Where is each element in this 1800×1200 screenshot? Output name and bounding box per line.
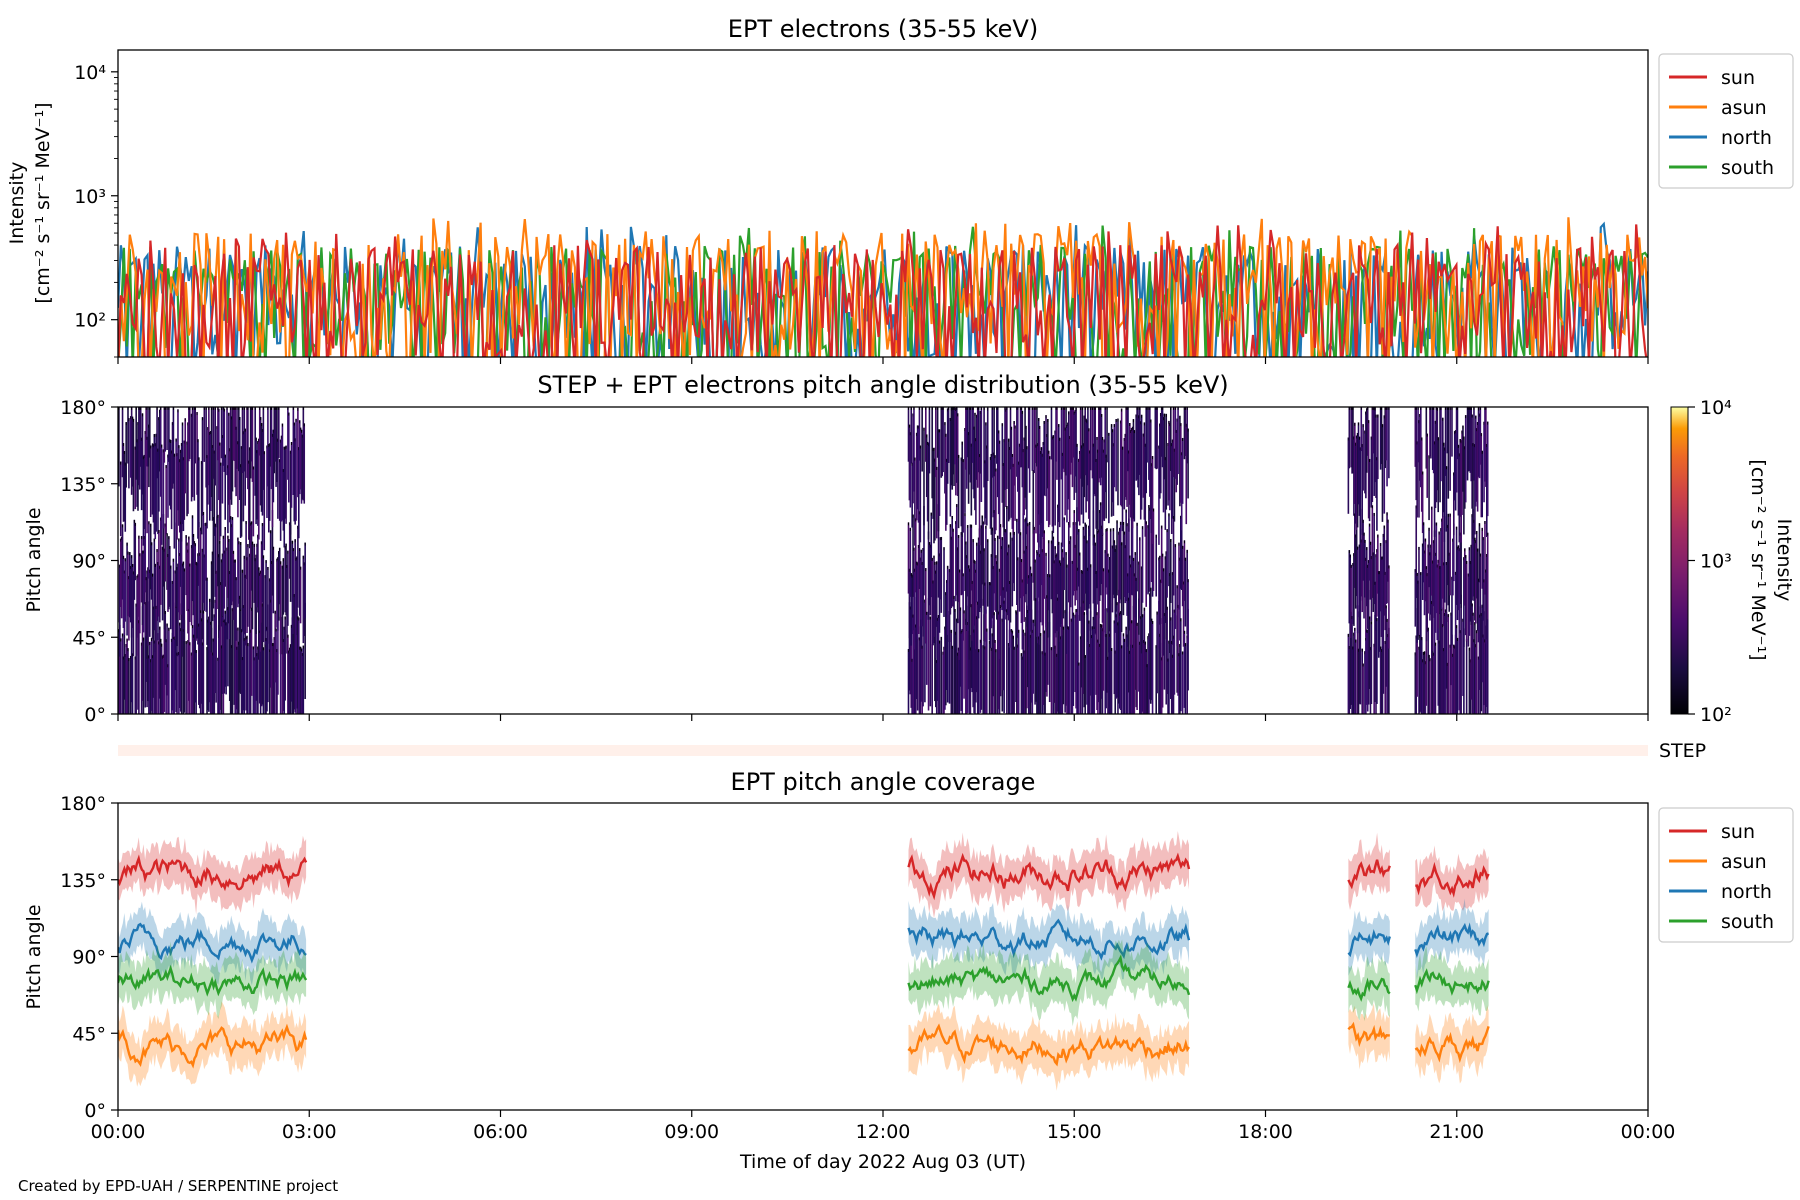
y-tick-label: 10² [74,310,106,332]
coverage-line-asun [907,1023,1190,1067]
x-tick-label: 15:00 [1047,1121,1102,1143]
pad-heatmap [118,407,1489,714]
coverage-line-north [1414,922,1490,959]
coverage-axes: 0° 45° 90° 135° 180° 00:00 03:00 06:00 09:00 12:0… [60,793,1675,1143]
y-tick-label: 45° [72,627,106,649]
coverage-panel: EPT pitch angle coverage 0° 45° 90° 135° 180… [23,768,1794,1173]
intensity-ylabel-units: [cm⁻² s⁻¹ sr⁻¹ MeV⁻¹] [32,102,54,303]
legend-box [1658,53,1794,189]
pad-ylabel: Pitch angle [23,507,45,612]
colorbar-tick-label: 10³ [1700,551,1732,573]
coverage-panel-title: EPT pitch angle coverage [731,768,1036,796]
coverage-line-asun [1347,1021,1390,1048]
y-tick-label: 135° [60,870,106,892]
coverage-line-south [1414,968,1490,996]
coverage-ylabel: Pitch angle [23,904,45,1009]
coverage-line-south [907,954,1191,1003]
coverage-line-sun [1347,859,1391,890]
y-tick-label: 180° [60,793,106,815]
intensity-axes: 10² 10³ 10⁴ [74,49,1649,364]
coverage-band-north [1348,910,1390,976]
colorbar-tick-label: 10² [1700,704,1732,726]
legend-label-south: south [1721,911,1774,933]
coverage-legend: sun asun north south [1658,807,1794,943]
coverage-line-sun [907,852,1191,901]
x-tick-label: 00:00 [91,1121,146,1143]
intensity-panel: EPT electrons (35-55 keV) 10² 10³ 10⁴ Inte… [6,15,1794,364]
x-tick-label: 09:00 [664,1121,719,1143]
colorbar [1670,406,1689,715]
y-tick-label: 45° [72,1023,106,1045]
intensity-panel-title: EPT electrons (35-55 keV) [728,15,1038,43]
colorbar-label-units: [cm⁻² s⁻¹ sr⁻¹ MeV⁻¹] [1747,459,1769,660]
coverage-line-asun [118,1023,308,1069]
step-bar [118,745,1648,756]
coverage-band-sun [1348,832,1390,910]
coverage-series-group [118,831,1490,1091]
legend-box [1658,807,1794,943]
coverage-band-sun [1415,845,1489,912]
coverage-line-north [907,918,1191,961]
step-label: STEP [1659,740,1706,762]
coverage-line-asun [1414,1026,1490,1064]
y-tick-label: 10³ [74,186,106,208]
intensity-series-group [118,217,1648,357]
coverage-line-south [1347,977,1391,1002]
coverage-band-north [118,901,307,986]
legend-label-asun: asun [1721,851,1767,873]
colorbar-ticks: 10² 10³ 10⁴ [1688,397,1732,726]
legend-label-asun: asun [1721,97,1767,119]
x-tick-label: 06:00 [473,1121,528,1143]
pad-panel: STEP + EPT electrons pitch angle distrib… [23,371,1795,726]
coverage-line-north [1347,929,1391,958]
coverage-line-sun [118,854,308,892]
legend-label-north: north [1721,127,1772,149]
series-line-sun [118,224,1648,357]
y-tick-label: 0° [84,1100,106,1122]
coverage-band-south [1415,946,1489,1016]
coverage-band-asun [1415,1005,1489,1084]
x-axis-label: Time of day 2022 Aug 03 (UT) [739,1151,1026,1173]
x-tick-label: 12:00 [856,1121,911,1143]
x-tick-label: 00:00 [1621,1121,1676,1143]
coverage-line-south [118,964,308,997]
coverage-band-sun [118,835,307,915]
y-tick-label: 135° [60,474,106,496]
y-tick-label: 90° [72,947,106,969]
y-tick-label: 180° [60,397,106,419]
y-tick-label: 90° [72,551,106,573]
coverage-line-north [118,922,307,964]
x-tick-label: 18:00 [1238,1121,1293,1143]
x-tick-label: 21:00 [1429,1121,1484,1143]
intensity-ylabel: Intensity [6,162,28,245]
step-panel: STEP [118,740,1706,762]
intensity-legend: sun asun north south [1658,53,1794,189]
colorbar-tick-label: 10⁴ [1700,397,1732,419]
coverage-band-asun [118,1001,307,1087]
legend-label-south: south [1721,157,1774,179]
credit-text: Created by EPD-UAH / SERPENTINE project [18,1177,338,1195]
legend-label-sun: sun [1721,67,1755,89]
legend-label-north: north [1721,881,1772,903]
coverage-band-sun [908,831,1189,919]
legend-label-sun: sun [1721,821,1755,843]
y-tick-label: 10⁴ [74,62,106,84]
coverage-line-sun [1415,861,1490,898]
pad-panel-title: STEP + EPT electrons pitch angle distrib… [537,371,1228,399]
x-tick-label: 03:00 [282,1121,337,1143]
coverage-band-asun [908,1003,1189,1091]
colorbar-label: Intensity [1773,519,1795,602]
y-tick-label: 0° [84,704,106,726]
pad-axes: 0° 45° 90° 135° 180° [60,397,1649,726]
